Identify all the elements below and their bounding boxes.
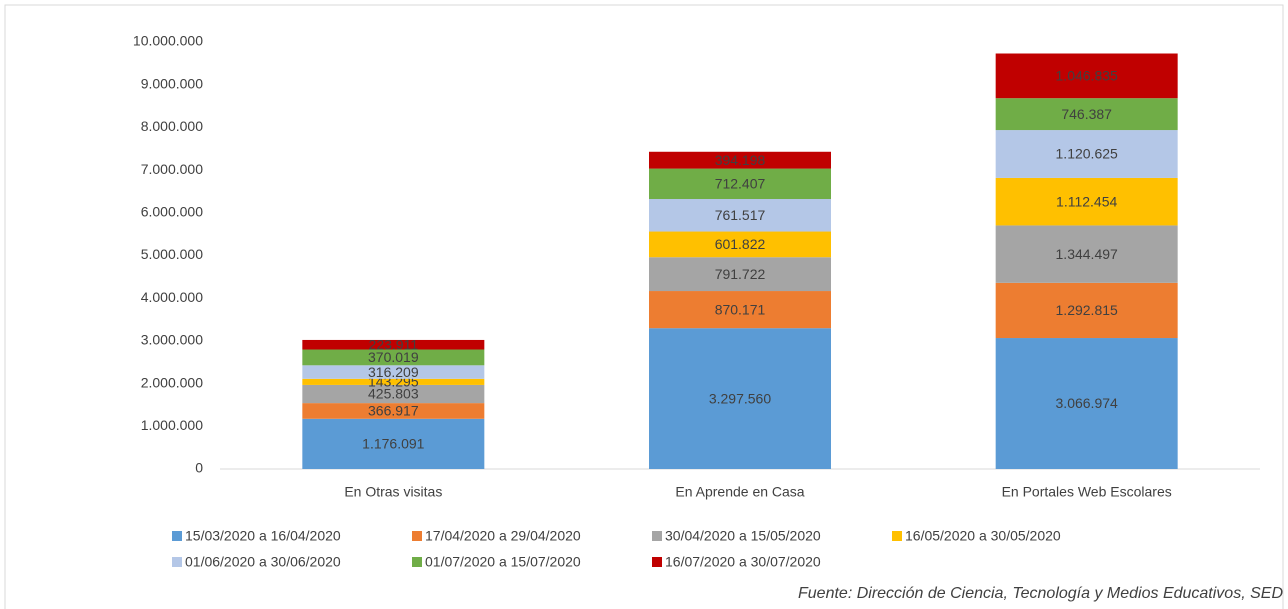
bar-segment	[302, 349, 485, 366]
x-tick-label: En Otras visitas	[344, 484, 442, 500]
y-tick-label: 3.000.000	[141, 332, 203, 348]
bar-segment	[649, 328, 831, 469]
bar-segment	[995, 225, 1178, 283]
legend-swatch	[412, 531, 422, 541]
legend-label: 17/04/2020 a 29/04/2020	[425, 528, 581, 544]
y-tick-label: 5.000.000	[141, 246, 203, 262]
value-label: 870.171	[715, 301, 766, 317]
value-label: 1.176.091	[362, 436, 424, 452]
bar-segment	[302, 403, 485, 419]
bar-segment	[649, 199, 831, 232]
value-label: 3.297.560	[709, 390, 771, 406]
bar-segment	[302, 384, 485, 404]
y-tick-label: 8.000.000	[141, 118, 203, 134]
value-label: 370.019	[368, 349, 419, 365]
bar-segment	[995, 98, 1178, 131]
value-label: 746.387	[1061, 106, 1112, 122]
x-tick-label: En Portales Web Escolares	[1002, 484, 1172, 500]
legend-label: 15/03/2020 a 16/04/2020	[185, 528, 341, 544]
legend-label: 16/05/2020 a 30/05/2020	[905, 528, 1061, 544]
value-label: 712.407	[715, 176, 766, 192]
y-tick-label: 1.000.000	[141, 417, 203, 433]
y-tick-label: 7.000.000	[141, 161, 203, 177]
value-label: 1.112.454	[1056, 193, 1117, 209]
legend-swatch	[892, 531, 902, 541]
bar-segment	[995, 338, 1178, 469]
value-label: 1.292.815	[1056, 302, 1118, 318]
chart-border	[4, 4, 1284, 609]
value-label: 1.120.625	[1056, 146, 1118, 162]
value-label: 316.209	[368, 364, 419, 380]
value-label: 223.911	[369, 336, 419, 352]
bar-segment	[649, 291, 831, 329]
source: Fuente: Dirección de Ciencia, Tecnología…	[798, 585, 1283, 602]
value-label: 1.046.835	[1056, 68, 1118, 84]
bar-segment	[995, 282, 1178, 339]
value-label: 761.517	[715, 207, 766, 223]
legend-label: 01/07/2020 a 15/07/2020	[425, 554, 581, 570]
legend-swatch	[172, 557, 182, 567]
bar-segment	[302, 418, 485, 469]
bar-segment	[995, 130, 1178, 178]
bar-segment	[649, 168, 831, 200]
value-label: 601.822	[715, 236, 766, 252]
value-label: 3.066.974	[1056, 395, 1118, 411]
value-label: 1.344.497	[1056, 246, 1118, 262]
y-tick-label: 10.000.000	[133, 33, 203, 49]
bar-segment	[649, 231, 831, 258]
bar-segment	[302, 339, 485, 350]
value-label: 366.917	[368, 403, 419, 419]
y-tick-label: 0	[195, 460, 203, 476]
bar-segment	[995, 53, 1178, 99]
legend-label: 30/04/2020 a 15/05/2020	[665, 528, 821, 544]
bar-segment	[649, 151, 831, 169]
bar-segment	[649, 257, 831, 292]
legend-label: 16/07/2020 a 30/07/2020	[665, 554, 821, 570]
legend-swatch	[172, 531, 182, 541]
legend-swatch	[412, 557, 422, 567]
y-tick-label: 6.000.000	[141, 204, 203, 220]
bar-segment	[302, 378, 485, 385]
y-tick-label: 4.000.000	[141, 289, 203, 305]
y-tick-label: 2.000.000	[141, 374, 203, 390]
value-label: 394.198	[715, 152, 766, 168]
y-tick-label: 9.000.000	[141, 75, 203, 91]
x-tick-label: En Aprende en Casa	[675, 484, 804, 500]
bar-segment	[995, 177, 1178, 226]
bar-segment	[302, 365, 485, 379]
value-label: 425.803	[368, 386, 419, 402]
legend-swatch	[652, 531, 662, 541]
value-label: 791.722	[715, 266, 766, 282]
legend-label: 01/06/2020 a 30/06/2020	[185, 554, 341, 570]
legend-swatch	[652, 557, 662, 567]
